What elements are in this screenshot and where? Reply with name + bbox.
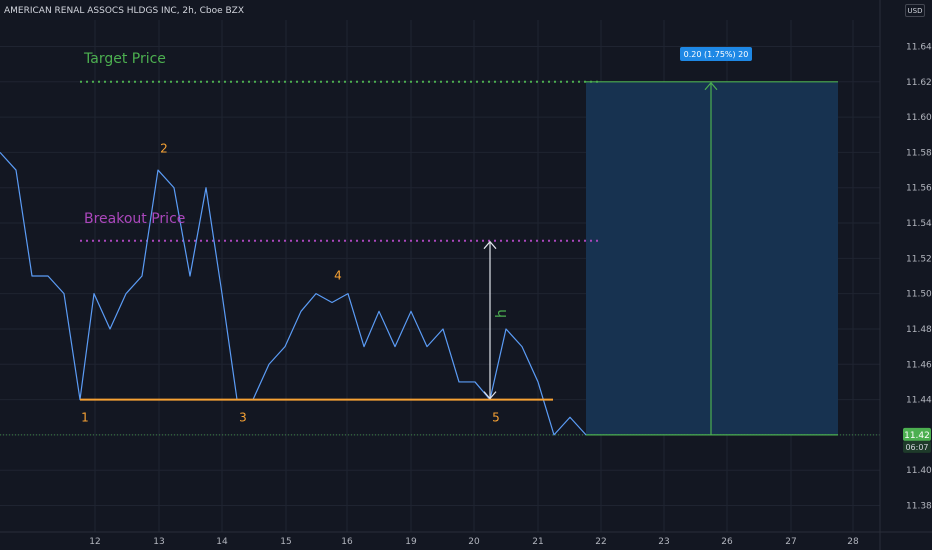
y-tick-label: 11.62 [906,78,932,88]
target-price-label: Target Price [83,51,166,67]
x-tick-label: 16 [341,537,353,547]
price-series [0,152,587,436]
projection-badge-text: 0.20 (1.75%) 20 [684,50,749,59]
measure-arrow-head-bottom [483,391,497,400]
y-tick-label: 11.58 [906,148,932,158]
x-tick-label: 14 [216,537,228,547]
pivot-label-1: 1 [81,411,89,425]
x-tick-label: 19 [405,537,417,547]
projection-layer [0,80,880,436]
breakout-price-label: Breakout Price [84,211,185,227]
projection-arrow-head [704,81,718,91]
chart-title: AMERICAN RENAL ASSOCS HLDGS INC, 2h, Cbo… [4,6,244,16]
price-line [0,152,587,436]
x-tick-label: 26 [721,537,733,547]
x-tick-label: 15 [280,537,291,547]
x-tick-label: 13 [153,537,164,547]
y-tick-label: 11.46 [906,360,932,370]
x-tick-label: 28 [847,537,859,547]
currency-unit-button[interactable]: USD [905,4,925,17]
x-tick-label: 20 [468,537,480,547]
x-tick-label: 23 [658,537,669,547]
y-tick-label: 11.60 [906,113,932,123]
pivot-label-5: 5 [492,411,500,425]
y-tick-label: 11.40 [906,466,932,476]
pivot-label-4: 4 [334,269,342,283]
countdown-badge [903,440,931,453]
y-tick-label: 11.56 [906,184,932,194]
y-tick-label: 11.44 [906,396,932,406]
y-tick-label: 11.54 [906,219,932,229]
last-price-badge [903,427,931,441]
y-tick-label: 11.50 [906,290,932,300]
x-tick-label: 27 [785,537,796,547]
annotation-layer: h Target Price Breakout Price 1 2 3 4 5 0.20 (1.… [80,47,752,425]
projection-badge [680,47,752,61]
measure-label: h [494,309,510,318]
y-tick-label: 11.38 [906,502,932,512]
projection-box [586,81,838,435]
y-tick-label: 11.48 [906,325,932,335]
pivot-label-3: 3 [239,411,247,425]
countdown-value: 06:07 [905,443,928,452]
x-tick-label: 22 [595,537,606,547]
pivot-label-2: 2 [160,141,168,155]
y-tick-label: 11.52 [906,254,932,264]
x-tick-label: 21 [532,537,543,547]
y-tick-label: 11.64 [906,42,932,52]
x-tick-label: 12 [89,537,100,547]
last-price-value: 11.42 [904,431,930,441]
measure-arrow-head-top [483,240,497,250]
